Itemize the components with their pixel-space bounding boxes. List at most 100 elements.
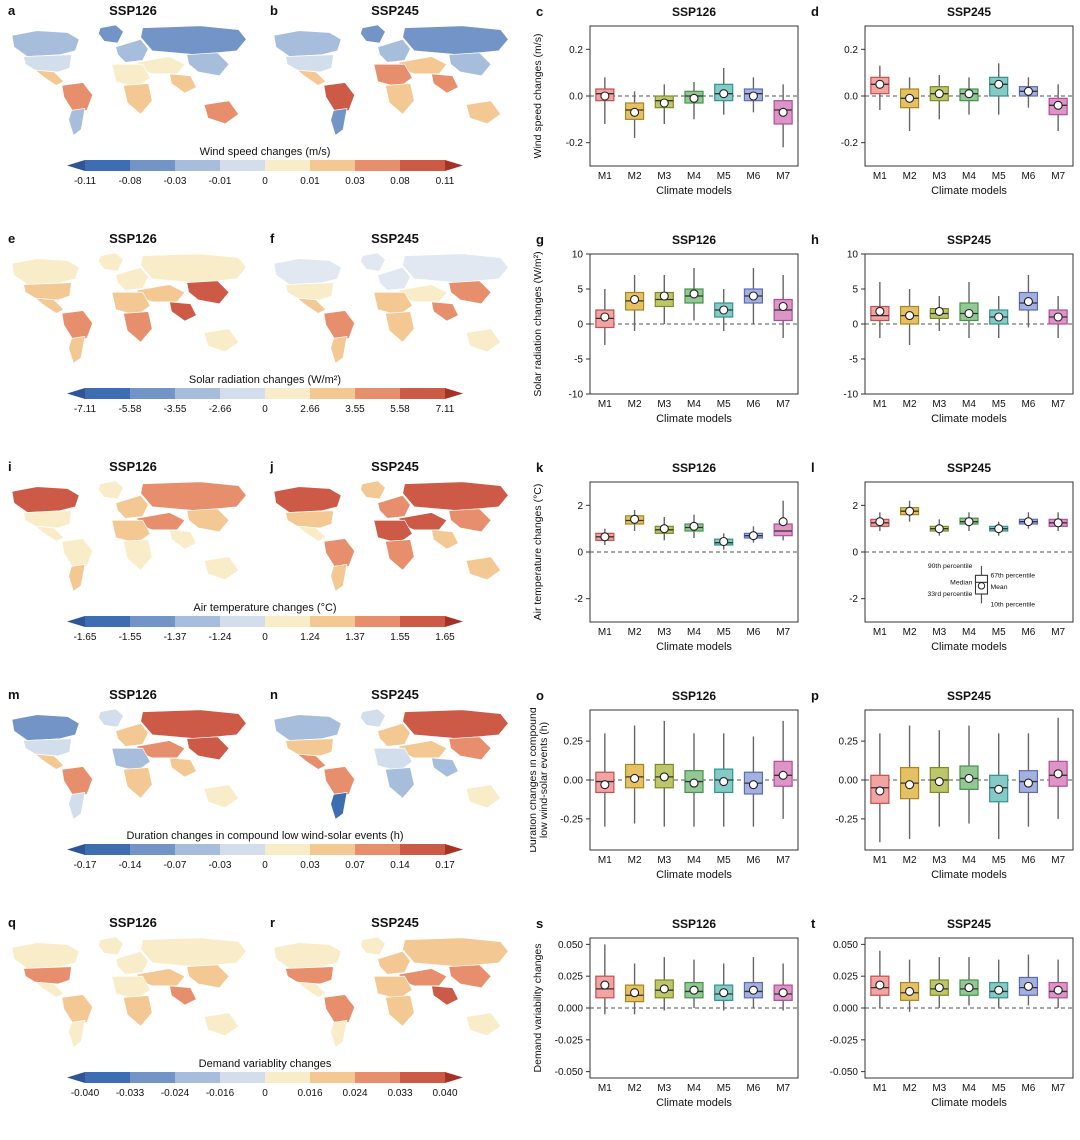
y-axis-label: Air temperature changes (°C) xyxy=(532,484,544,621)
map-region-safrica xyxy=(384,83,415,115)
mean-marker xyxy=(905,93,915,103)
mean-marker xyxy=(689,521,699,531)
panel-letter: t xyxy=(811,916,816,931)
map-panel-header: q SSP126 xyxy=(2,914,264,934)
legend-label-67th: 67th percentile xyxy=(990,572,1035,579)
mean-marker xyxy=(964,89,974,99)
x-tick-label: M5 xyxy=(992,399,1006,410)
y-tick-label: 10 xyxy=(572,250,584,261)
x-tick-label: M2 xyxy=(903,399,917,410)
colorbar-title: Demand variablity changes xyxy=(199,1058,332,1070)
map-region-mexico xyxy=(295,525,327,542)
panel-letter: i xyxy=(8,459,12,474)
map-region-europe xyxy=(115,950,149,975)
panel-letter: d xyxy=(811,4,819,19)
x-tick-label: M6 xyxy=(746,855,760,866)
map-scenario-title: SSP245 xyxy=(371,3,419,18)
boxplot-panel-g: g SSP126 -10 -5 0 5 10 Solar radiation changes … xyxy=(532,232,799,425)
x-tick-label: M3 xyxy=(657,399,671,410)
y-tick-label: -10 xyxy=(569,390,584,401)
y-tick-label: 2 xyxy=(577,501,583,512)
y-tick-label: -10 xyxy=(844,390,859,401)
map-region-europe xyxy=(115,722,149,747)
x-axis-label: Climate models xyxy=(656,1097,732,1109)
maps-pair: a SSP126 b SSP245 xyxy=(0,2,530,144)
x-tick-label: M6 xyxy=(746,1083,760,1094)
mean-marker xyxy=(1023,981,1033,991)
x-axis-label: Climate models xyxy=(931,185,1007,197)
map-panel-header: r SSP245 xyxy=(264,914,526,934)
map-region-mexico xyxy=(33,981,65,998)
colorbar-tick-label: 3.55 xyxy=(345,404,365,415)
map-region-canada xyxy=(273,942,342,969)
x-tick-label: M5 xyxy=(717,627,731,638)
map-region-easia xyxy=(186,964,230,989)
colorbar-tick-label: -2.66 xyxy=(209,404,232,415)
mean-marker xyxy=(905,311,915,321)
x-tick-label: M4 xyxy=(962,171,976,182)
colorbar-segment xyxy=(310,844,355,855)
x-tick-label: M2 xyxy=(628,1083,642,1094)
colorbar-segment xyxy=(130,1072,175,1083)
colorbar-segment xyxy=(220,388,265,399)
x-tick-label: M6 xyxy=(1021,855,1035,866)
colorbar-tick-label: 0.07 xyxy=(345,860,365,871)
boxplot-scenario-title: SSP126 xyxy=(672,5,716,19)
map-scenario-title: SSP126 xyxy=(109,3,157,18)
map-region-nafrica xyxy=(373,519,413,544)
boxplot-scenario-title: SSP126 xyxy=(672,917,716,931)
map-region-safrica xyxy=(122,311,153,343)
y-tick-label: 10 xyxy=(847,250,859,261)
map-panel-header: b SSP245 xyxy=(264,2,526,22)
mean-marker xyxy=(778,301,788,312)
y-tick-label: -0.25 xyxy=(560,814,583,825)
panel-letter: o xyxy=(536,688,544,703)
map-region-greenland xyxy=(360,480,386,500)
map-scenario-title: SSP245 xyxy=(371,687,419,702)
colorbar: Demand variablity changes -0.040 -0.033 -0.… xyxy=(67,1058,463,1099)
legend-label-90th: 90th percentile xyxy=(928,563,973,570)
colorbar-tick-label: 0.016 xyxy=(297,1088,322,1099)
map-region-samerica_n xyxy=(61,310,94,341)
map-region-samerica_n xyxy=(61,82,94,113)
panel-letter: k xyxy=(536,460,544,475)
x-tick-label: M6 xyxy=(746,627,760,638)
x-tick-label: M1 xyxy=(873,855,887,866)
panel-letter: p xyxy=(811,688,819,703)
colorbar-tick-label: -0.03 xyxy=(164,176,187,187)
colorbar-segment xyxy=(220,160,265,171)
y-axis-label: low wind-solar events (h) xyxy=(538,722,550,838)
mean-marker xyxy=(778,107,788,117)
map-region-safrica xyxy=(384,995,415,1027)
map-region-australia xyxy=(465,1012,502,1037)
map-region-europe xyxy=(377,38,411,63)
plot-frame xyxy=(589,25,799,167)
map-region-nasia xyxy=(140,481,247,511)
x-tick-label: M7 xyxy=(776,399,790,410)
colorbar-segment xyxy=(265,160,310,171)
map-region-mexico xyxy=(33,753,65,770)
colorbar-segment xyxy=(85,616,130,627)
map-region-mexico xyxy=(33,297,65,314)
mean-marker xyxy=(934,777,944,787)
map-scenario-title: SSP126 xyxy=(109,687,157,702)
panel-letter: g xyxy=(536,232,544,247)
colorbar-tick-label: 1.37 xyxy=(345,632,365,643)
colorbar: Duration changes in compound low wind-so… xyxy=(67,830,463,871)
map-region-greenland xyxy=(360,24,386,44)
colorbar-title: Duration changes in compound low wind-so… xyxy=(127,830,404,842)
map-panel-header: j SSP245 xyxy=(264,458,526,478)
colorbar-segment xyxy=(265,844,310,855)
map-region-india xyxy=(169,985,197,1006)
colorbar-tick-label: 7.11 xyxy=(436,404,455,415)
colorbar-tick-label: -0.024 xyxy=(161,1088,190,1099)
mean-marker xyxy=(964,308,974,319)
mean-marker xyxy=(748,531,758,541)
map-panel-header: n SSP245 xyxy=(264,686,526,706)
y-tick-label: -2 xyxy=(574,594,583,605)
map-region-india xyxy=(431,529,459,550)
world-map-b xyxy=(273,24,509,136)
y-tick-label: -2 xyxy=(849,594,858,605)
map-region-samerica_n xyxy=(61,766,94,797)
map-region-mexico xyxy=(33,525,65,542)
